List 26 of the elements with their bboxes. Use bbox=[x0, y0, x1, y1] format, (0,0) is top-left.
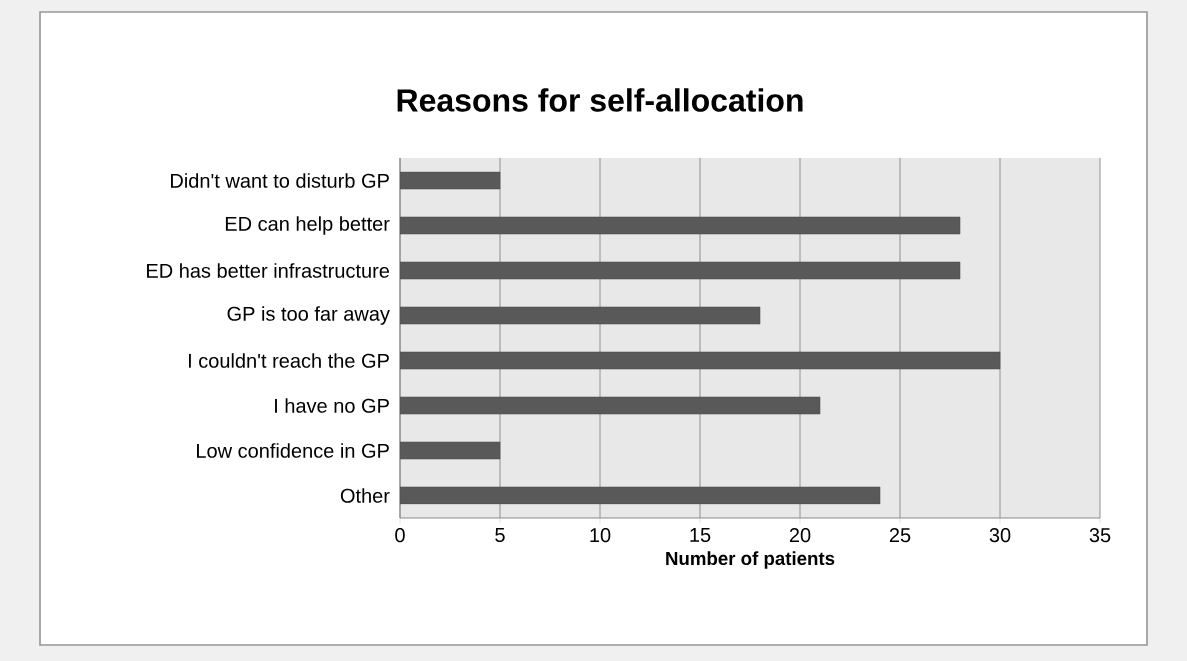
y-tick-label: Low confidence in GP bbox=[197, 443, 389, 458]
bar bbox=[400, 216, 961, 235]
y-tick-label: Other bbox=[340, 488, 390, 503]
y-tick-label: Didn't want to disturb GP bbox=[171, 173, 389, 188]
bar bbox=[400, 396, 821, 415]
bar bbox=[400, 306, 761, 325]
y-tick-label: I have no GP bbox=[275, 398, 389, 413]
x-tick-label: 10 bbox=[590, 528, 611, 543]
x-tick-label: 20 bbox=[789, 528, 811, 543]
y-tick-label: ED has better infrastructure bbox=[147, 263, 390, 278]
bar bbox=[400, 171, 501, 190]
x-tick-label: 35 bbox=[1089, 528, 1111, 543]
x-tick-label: 0 bbox=[395, 528, 405, 543]
x-tick-label: 25 bbox=[889, 528, 911, 543]
x-tick-label: 15 bbox=[690, 528, 711, 542]
chart-title: Reasons for self-allocation bbox=[397, 88, 803, 112]
y-tick-label: ED can help better bbox=[225, 216, 390, 235]
bar bbox=[400, 261, 961, 280]
x-tick-label: 5 bbox=[495, 528, 505, 542]
x-axis-title: Number of patients bbox=[666, 551, 835, 569]
bar bbox=[400, 351, 1001, 370]
y-tick-label: GP is too far away bbox=[227, 306, 390, 325]
bar bbox=[400, 441, 501, 460]
x-tick-label: 30 bbox=[989, 528, 1011, 543]
bar bbox=[400, 486, 881, 505]
y-tick-label: I couldn't reach the GP bbox=[188, 353, 389, 368]
